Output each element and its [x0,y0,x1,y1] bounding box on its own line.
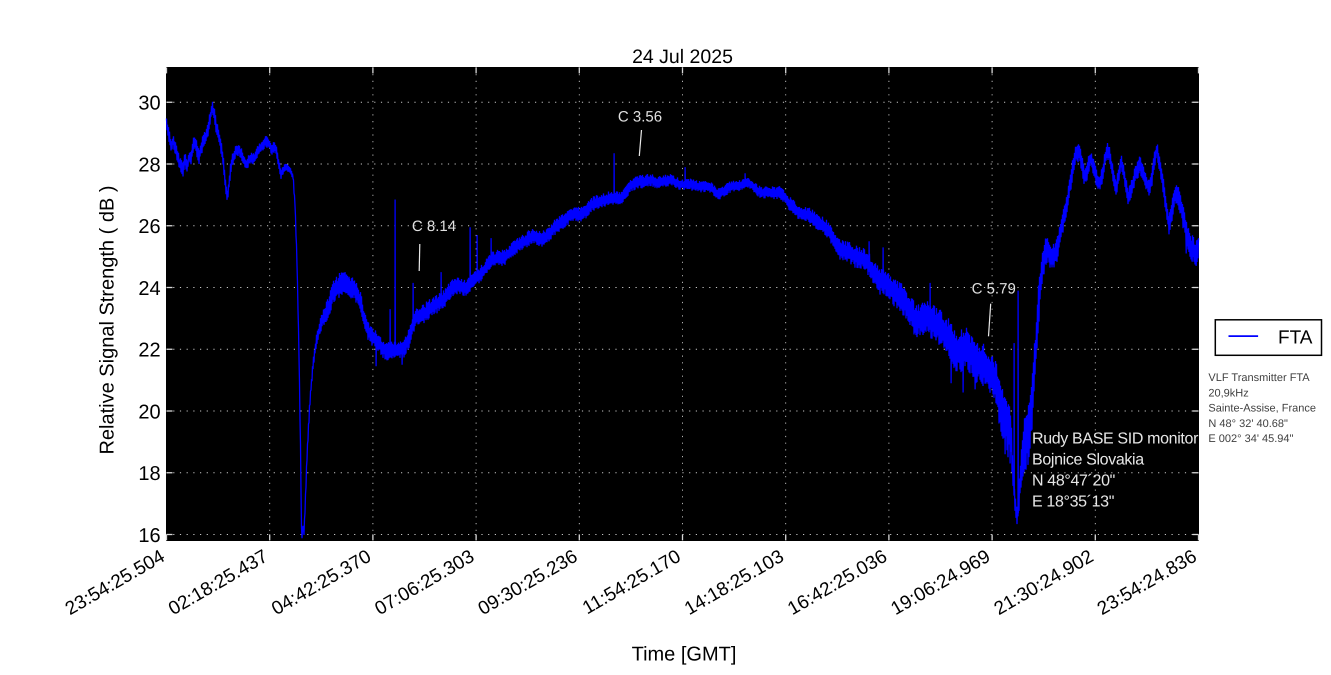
svg-text:C 5.79: C 5.79 [972,281,1016,298]
svg-text:E 002° 34' 45.94": E 002° 34' 45.94" [1208,433,1293,445]
svg-text:Rudy BASE SID monitor: Rudy BASE SID monitor [1032,431,1199,448]
svg-text:24: 24 [138,278,160,300]
svg-text:Time [GMT]: Time [GMT] [632,644,737,666]
svg-text:24 Jul 2025: 24 Jul 2025 [632,46,733,68]
svg-text:Relative Signal Strength ( dB: Relative Signal Strength ( dB ) [97,185,119,454]
svg-text:04:42:25.370: 04:42:25.370 [268,546,375,620]
svg-text:20,9kHz: 20,9kHz [1208,387,1248,399]
svg-text:22: 22 [138,340,160,362]
svg-text:18: 18 [138,463,160,485]
svg-text:07:06:25.303: 07:06:25.303 [372,546,479,620]
svg-text:19:06:24.969: 19:06:24.969 [888,546,995,620]
svg-text:N 48° 32' 40.68": N 48° 32' 40.68" [1208,418,1288,430]
svg-text:14:18:25.103: 14:18:25.103 [681,546,788,620]
svg-text:23:54:25.504: 23:54:25.504 [62,546,169,620]
svg-text:02:18:25.437: 02:18:25.437 [165,546,272,620]
svg-text:Bojnice Slovakia: Bojnice Slovakia [1032,452,1144,469]
svg-text:20: 20 [138,401,160,423]
svg-text:16:42:25.036: 16:42:25.036 [784,546,891,620]
svg-text:30: 30 [138,93,160,115]
svg-text:VLF Transmitter FTA: VLF Transmitter FTA [1208,372,1310,384]
svg-text:N 48°47´20": N 48°47´20" [1032,473,1115,490]
svg-text:C 3.56: C 3.56 [618,108,662,125]
svg-text:16: 16 [138,525,160,547]
svg-text:C 8.14: C 8.14 [412,218,456,235]
svg-text:21:30:24.902: 21:30:24.902 [991,546,1098,620]
svg-text:Sainte-Assise, France: Sainte-Assise, France [1208,403,1316,415]
svg-text:11:54:25.170: 11:54:25.170 [579,546,684,619]
svg-text:23:54:24.836: 23:54:24.836 [1094,546,1201,620]
svg-text:FTA: FTA [1278,328,1313,349]
svg-text:26: 26 [138,216,160,238]
svg-text:E 18°35´13": E 18°35´13" [1032,494,1114,511]
svg-text:09:30:25.236: 09:30:25.236 [475,546,582,620]
svg-text:28: 28 [138,154,160,176]
